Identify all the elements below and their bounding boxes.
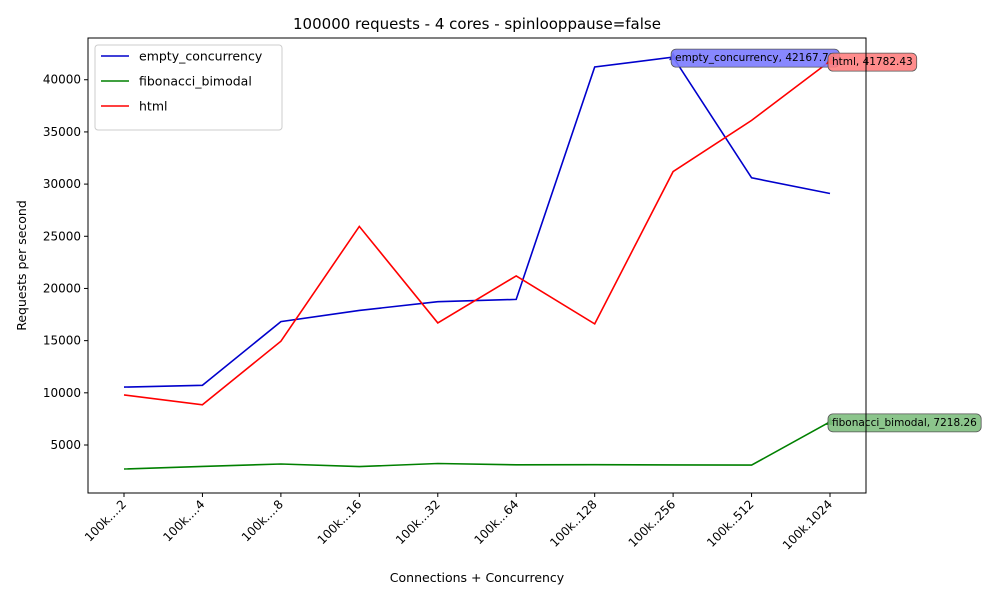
annotation-box — [827, 52, 918, 72]
x-axis: 100k....2 100k....4 100k....8 100k...16 100k… — [82, 493, 835, 553]
x-tick-label: 100k...64 — [471, 497, 521, 547]
y-axis: 5000 10000 15000 20000 25000 30000 35000 40000 — [43, 73, 88, 452]
y-tick-label: 10000 — [43, 386, 81, 400]
x-tick-label: 100k...16 — [315, 497, 365, 547]
x-tick-label: 100k....8 — [239, 497, 286, 544]
x-tick-label: 100k..512 — [704, 497, 757, 550]
y-tick-label: 30000 — [43, 177, 81, 191]
y-axis-label: Requests per second — [14, 200, 29, 331]
x-tick-label: 100k.1024 — [780, 497, 835, 552]
x-axis-label: Connections + Concurrency — [390, 570, 565, 585]
plot-frame — [87, 37, 867, 494]
annotation-label: fibonacci_bimodal, 7218.26 — [832, 417, 977, 429]
x-tick-label: 100k....2 — [82, 497, 129, 544]
legend-label: fibonacci_bimodal — [139, 74, 252, 89]
legend-label: html — [139, 99, 167, 114]
legend-frame — [94, 44, 283, 131]
series-line-html — [123, 60, 831, 406]
x-tick-label: 100k..256 — [626, 497, 679, 550]
series-line-fibonacci_bimodal — [123, 421, 831, 470]
x-tick-label: 100k..128 — [547, 497, 600, 550]
annotation-label: empty_concurrency, 42167.73 — [675, 52, 835, 64]
y-tick-label: 20000 — [43, 281, 81, 295]
y-tick-label: 5000 — [50, 438, 81, 452]
y-tick-label: 15000 — [43, 334, 81, 348]
chart-title: 100000 requests - 4 cores - spinlooppaus… — [293, 15, 661, 33]
y-tick-label: 40000 — [43, 73, 81, 87]
series-layer — [123, 56, 831, 470]
legend-label: empty_concurrency — [139, 49, 263, 64]
annotation-label: html, 41782.43 — [832, 56, 913, 68]
x-tick-label: 100k...32 — [393, 497, 443, 547]
y-tick-label: 35000 — [43, 125, 81, 139]
series-line-empty_concurrency — [123, 56, 831, 388]
y-tick-label: 25000 — [43, 229, 81, 243]
x-tick-label: 100k....4 — [160, 497, 207, 544]
